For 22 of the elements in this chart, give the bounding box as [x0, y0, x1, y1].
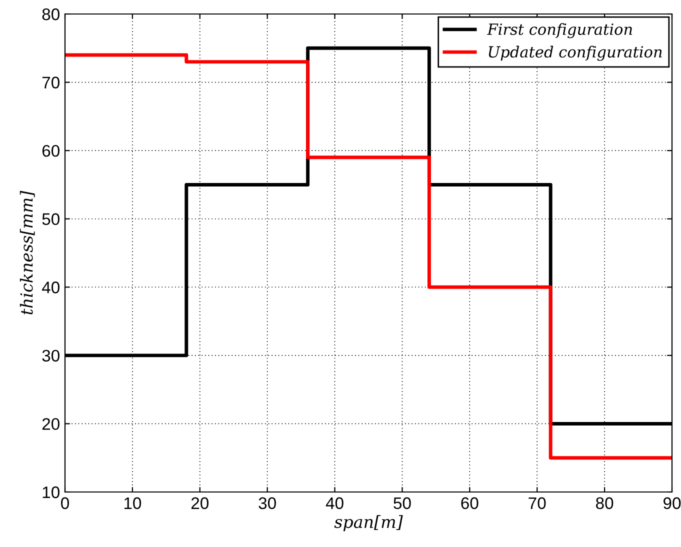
x-tick-label: 80: [596, 497, 614, 510]
x-tick-label: 60: [461, 497, 478, 510]
legend-label: First configuration: [487, 23, 632, 38]
x-tick-label: 70: [528, 497, 546, 510]
y-tick-label: 70: [42, 76, 60, 88]
x-axis-title: span[m]: [334, 515, 403, 532]
y-tick-label: 20: [42, 418, 60, 430]
y-tick-label: 60: [42, 144, 60, 157]
y-tick-label: 30: [42, 350, 60, 362]
x-tick-label: 10: [124, 497, 142, 510]
legend-label: Updated configuration: [488, 46, 662, 61]
y-tick-label: 40: [42, 282, 60, 294]
x-tick-label: 30: [258, 497, 276, 510]
x-tick-label: 20: [191, 497, 209, 510]
x-tick-label: 50: [394, 497, 411, 510]
y-axis-title: thickness[mm]: [20, 190, 35, 314]
x-tick-label: 90: [664, 497, 681, 510]
y-tick-label: 50: [42, 213, 60, 226]
x-tick-label: 0: [61, 497, 69, 510]
y-tick-label: 10: [42, 486, 60, 498]
y-tick-label: 80: [42, 8, 60, 20]
x-tick-label: 40: [326, 497, 344, 510]
